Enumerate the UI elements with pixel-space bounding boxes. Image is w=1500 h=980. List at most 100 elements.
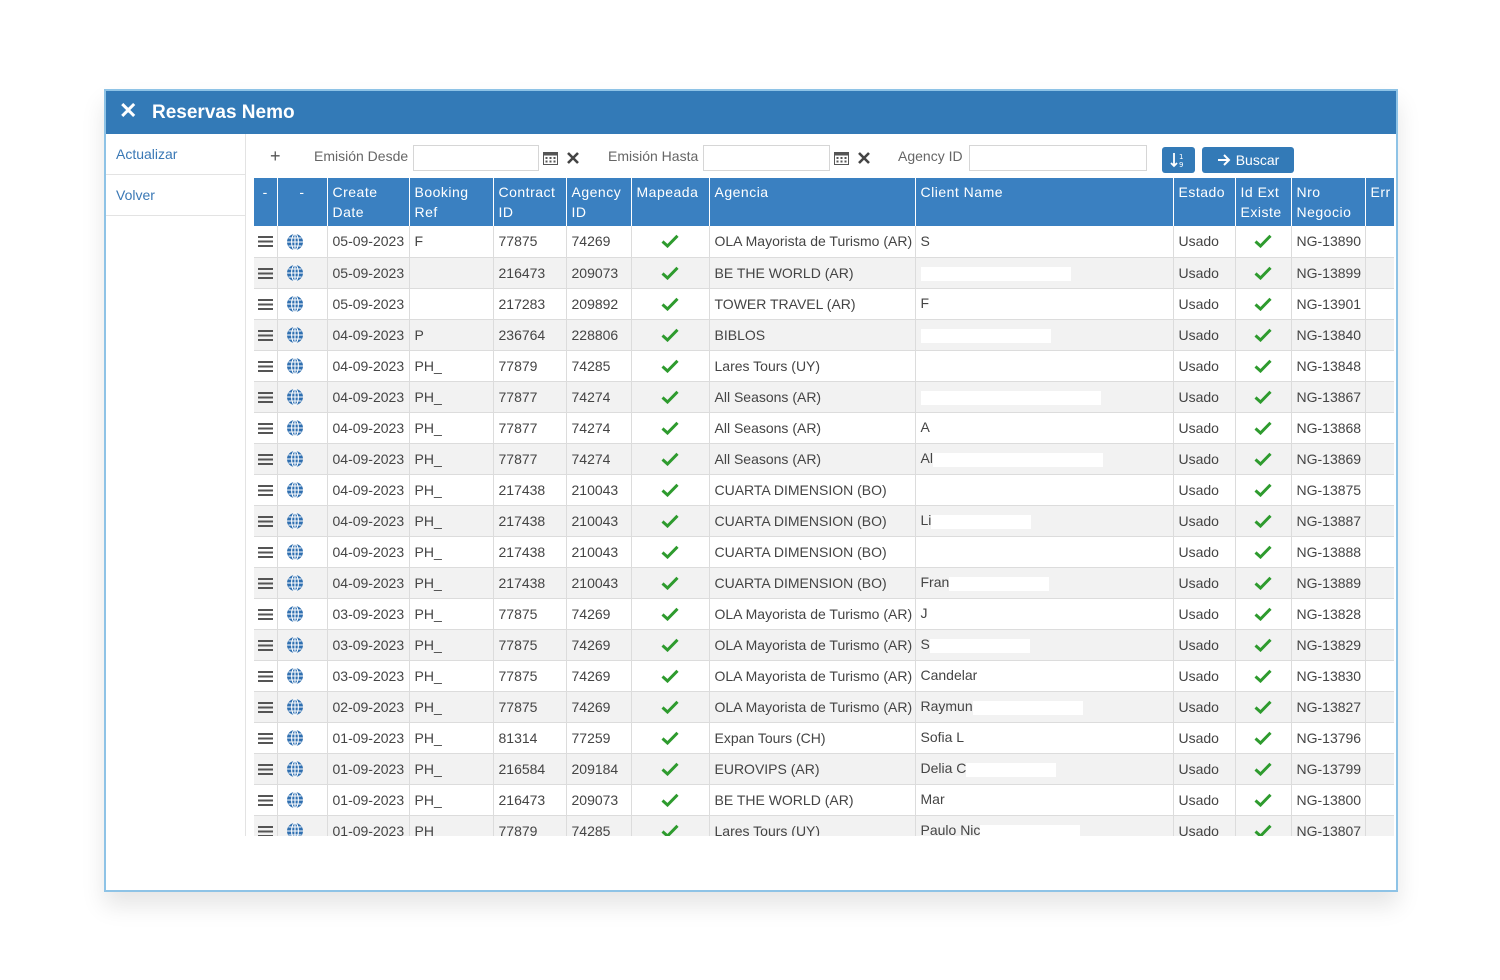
menu-icon[interactable] bbox=[257, 484, 273, 500]
row-globe-cell[interactable] bbox=[277, 815, 328, 836]
globe-icon[interactable] bbox=[286, 450, 304, 471]
menu-icon[interactable] bbox=[257, 360, 273, 376]
globe-icon[interactable] bbox=[286, 667, 304, 688]
globe-icon[interactable] bbox=[286, 295, 304, 316]
globe-icon[interactable] bbox=[286, 481, 304, 502]
table-row[interactable]: 01-09-2023 PH_ 216584 209184 EUROVIPS (AR) De… bbox=[254, 753, 1394, 785]
row-globe-cell[interactable] bbox=[277, 288, 328, 320]
globe-icon[interactable] bbox=[286, 264, 304, 285]
column-header[interactable]: - bbox=[254, 178, 278, 226]
row-globe-cell[interactable] bbox=[277, 598, 328, 630]
column-header[interactable]: Contract ID bbox=[493, 178, 567, 226]
row-menu-cell[interactable] bbox=[254, 226, 278, 258]
globe-icon[interactable] bbox=[286, 233, 304, 254]
column-header[interactable]: Id Ext Existe bbox=[1235, 178, 1292, 226]
table-row[interactable]: 04-09-2023 PH_ 77877 74274 All Seasons (AR) U… bbox=[254, 381, 1394, 413]
menu-icon[interactable] bbox=[257, 391, 273, 407]
row-globe-cell[interactable] bbox=[277, 660, 328, 692]
table-row[interactable]: 04-09-2023 PH_ 217438 210043 CUARTA DIMENSIO… bbox=[254, 567, 1394, 599]
row-menu-cell[interactable] bbox=[254, 319, 278, 351]
table-row[interactable]: 04-09-2023 PH_ 217438 210043 CUARTA DIMENSIO… bbox=[254, 505, 1394, 537]
globe-icon[interactable] bbox=[286, 729, 304, 750]
row-menu-cell[interactable] bbox=[254, 567, 278, 599]
row-globe-cell[interactable] bbox=[277, 412, 328, 444]
menu-icon[interactable] bbox=[257, 794, 273, 810]
menu-icon[interactable] bbox=[257, 298, 273, 314]
row-menu-cell[interactable] bbox=[254, 753, 278, 785]
row-globe-cell[interactable] bbox=[277, 226, 328, 258]
row-menu-cell[interactable] bbox=[254, 505, 278, 537]
globe-icon[interactable] bbox=[286, 605, 304, 626]
row-globe-cell[interactable] bbox=[277, 443, 328, 475]
emision-hasta-input[interactable] bbox=[703, 145, 830, 171]
globe-icon[interactable] bbox=[286, 760, 304, 781]
add-button[interactable]: + bbox=[270, 146, 281, 166]
column-header[interactable]: Mapeada bbox=[631, 178, 710, 226]
calendar-icon[interactable] bbox=[830, 145, 852, 171]
actualizar-link[interactable]: Actualizar bbox=[106, 134, 245, 175]
row-globe-cell[interactable] bbox=[277, 567, 328, 599]
row-globe-cell[interactable] bbox=[277, 257, 328, 289]
menu-icon[interactable] bbox=[257, 235, 273, 251]
volver-link[interactable]: Volver bbox=[106, 175, 245, 216]
column-header[interactable]: Agency ID bbox=[566, 178, 632, 226]
globe-icon[interactable] bbox=[286, 419, 304, 440]
table-row[interactable]: 02-09-2023 PH_ 77875 74269 OLA Mayorista de … bbox=[254, 691, 1394, 723]
row-menu-cell[interactable] bbox=[254, 443, 278, 475]
globe-icon[interactable] bbox=[286, 543, 304, 564]
row-globe-cell[interactable] bbox=[277, 505, 328, 537]
row-menu-cell[interactable] bbox=[254, 288, 278, 320]
clear-icon[interactable] bbox=[853, 145, 875, 171]
menu-icon[interactable] bbox=[257, 701, 273, 717]
row-menu-cell[interactable] bbox=[254, 412, 278, 444]
menu-icon[interactable] bbox=[257, 763, 273, 779]
column-header[interactable]: Agencia bbox=[709, 178, 916, 226]
row-menu-cell[interactable] bbox=[254, 536, 278, 568]
row-globe-cell[interactable] bbox=[277, 474, 328, 506]
column-header[interactable]: Estado bbox=[1173, 178, 1236, 226]
globe-icon[interactable] bbox=[286, 326, 304, 347]
menu-icon[interactable] bbox=[257, 639, 273, 655]
globe-icon[interactable] bbox=[286, 791, 304, 812]
calendar-icon[interactable] bbox=[539, 145, 561, 171]
emision-desde-input[interactable] bbox=[413, 145, 539, 171]
row-globe-cell[interactable] bbox=[277, 319, 328, 351]
clear-icon[interactable] bbox=[562, 145, 584, 171]
column-header[interactable]: - bbox=[277, 178, 328, 226]
column-header[interactable]: Client Name bbox=[915, 178, 1174, 226]
table-row[interactable]: 01-09-2023 PH_ 77879 74285 Lares Tours (UY) P… bbox=[254, 815, 1394, 836]
buscar-button[interactable]: Buscar bbox=[1202, 147, 1294, 173]
row-globe-cell[interactable] bbox=[277, 753, 328, 785]
table-row[interactable]: 04-09-2023 PH_ 77877 74274 All Seasons (AR) A… bbox=[254, 412, 1394, 444]
row-menu-cell[interactable] bbox=[254, 722, 278, 754]
globe-icon[interactable] bbox=[286, 698, 304, 719]
row-globe-cell[interactable] bbox=[277, 381, 328, 413]
row-menu-cell[interactable] bbox=[254, 784, 278, 816]
table-row[interactable]: 03-09-2023 PH_ 77875 74269 OLA Mayorista de … bbox=[254, 660, 1394, 692]
menu-icon[interactable] bbox=[257, 422, 273, 438]
row-menu-cell[interactable] bbox=[254, 629, 278, 661]
row-menu-cell[interactable] bbox=[254, 257, 278, 289]
table-row[interactable]: 01-09-2023 PH_ 216473 209073 BE THE WORLD (A… bbox=[254, 784, 1394, 816]
row-globe-cell[interactable] bbox=[277, 629, 328, 661]
row-globe-cell[interactable] bbox=[277, 536, 328, 568]
table-row[interactable]: 05-09-2023 217283 209892 TOWER TRAVEL (AR) F… bbox=[254, 288, 1394, 320]
table-row[interactable]: 01-09-2023 PH_ 81314 77259 Expan Tours (CH) S… bbox=[254, 722, 1394, 754]
agency-id-input[interactable] bbox=[969, 145, 1147, 171]
row-menu-cell[interactable] bbox=[254, 691, 278, 723]
table-row[interactable]: 05-09-2023 216473 209073 BE THE WORLD (AR) U… bbox=[254, 257, 1394, 289]
row-menu-cell[interactable] bbox=[254, 815, 278, 836]
globe-icon[interactable] bbox=[286, 388, 304, 409]
row-globe-cell[interactable] bbox=[277, 691, 328, 723]
row-globe-cell[interactable] bbox=[277, 722, 328, 754]
globe-icon[interactable] bbox=[286, 574, 304, 595]
menu-icon[interactable] bbox=[257, 515, 273, 531]
row-globe-cell[interactable] bbox=[277, 784, 328, 816]
table-row[interactable]: 04-09-2023 PH_ 77879 74285 Lares Tours (UY) U… bbox=[254, 350, 1394, 382]
column-header[interactable]: Booking Ref bbox=[409, 178, 494, 226]
menu-icon[interactable] bbox=[257, 608, 273, 624]
menu-icon[interactable] bbox=[257, 453, 273, 469]
table-row[interactable]: 04-09-2023 P 236764 228806 BIBLOS Usado NG-138… bbox=[254, 319, 1394, 351]
menu-icon[interactable] bbox=[257, 577, 273, 593]
